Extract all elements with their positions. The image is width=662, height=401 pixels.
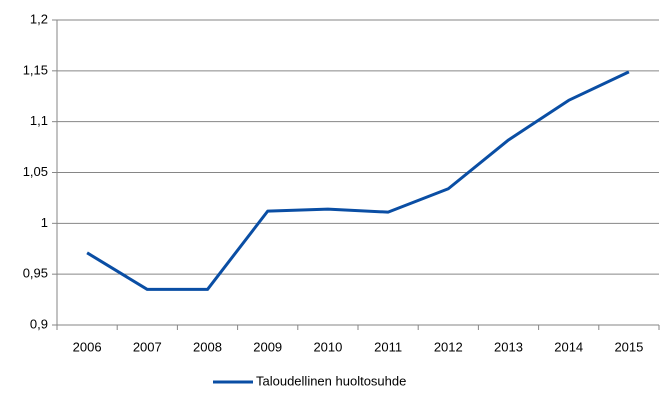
y-tick-label: 0,95 [23, 266, 48, 281]
x-tick-label: 2009 [253, 339, 282, 354]
x-tick-label: 2014 [554, 339, 583, 354]
x-tick-label: 2007 [133, 339, 162, 354]
x-tick-label: 2011 [374, 339, 402, 354]
x-tick-label: 2008 [193, 339, 222, 354]
y-tick-label: 1 [41, 215, 48, 230]
y-tick-label: 0,9 [30, 316, 48, 331]
y-tick-label: 1,05 [23, 164, 48, 179]
x-tick-label: 2015 [614, 339, 643, 354]
y-tick-label: 1,1 [30, 113, 48, 128]
x-tick-label: 2013 [494, 339, 523, 354]
x-tick-label: 2012 [434, 339, 463, 354]
x-tick-label: 2006 [73, 339, 102, 354]
y-tick-label: 1,15 [23, 62, 48, 77]
legend-label: Taloudellinen huoltosuhde [256, 373, 406, 388]
y-tick-label: 1,2 [30, 11, 48, 26]
series-line [86, 70, 630, 291]
x-tick-label: 2010 [313, 339, 342, 354]
